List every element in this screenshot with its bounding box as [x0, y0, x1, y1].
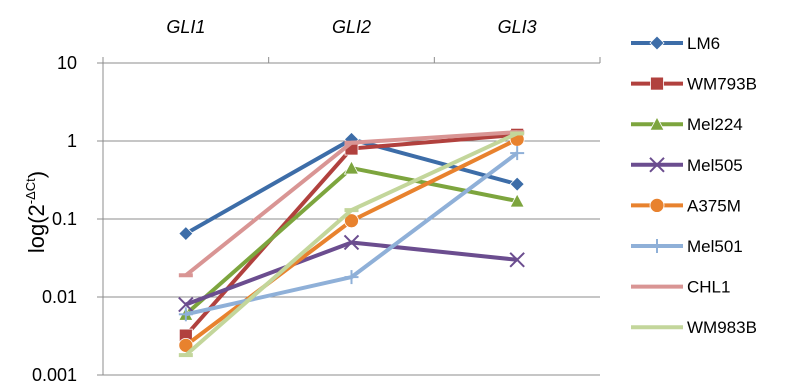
data-point — [343, 234, 360, 251]
y-axis-label: log(2-ΔCt) — [23, 171, 49, 253]
y-tick-label: 0.1 — [52, 209, 77, 229]
y-tick-label: 0.01 — [42, 287, 77, 307]
series-mel501 — [178, 146, 525, 322]
data-point — [650, 239, 664, 253]
data-point — [510, 146, 525, 161]
legend-label: Mel505 — [687, 156, 743, 175]
category-labels: GLI1 GLI2 GLI3 — [166, 17, 536, 37]
legend-item: WM793B — [631, 75, 757, 94]
data-point — [650, 76, 664, 91]
legend-item: A375M — [631, 196, 741, 215]
category-label: GLI2 — [332, 17, 371, 37]
data-point — [649, 116, 665, 131]
y-axis-label-main: log(2 — [24, 204, 49, 253]
data-point — [344, 270, 359, 285]
category-label: GLI1 — [166, 17, 205, 37]
legend-label: Mel501 — [687, 237, 743, 256]
y-tick-label: 1 — [67, 131, 77, 151]
data-point — [178, 337, 194, 353]
data-point — [178, 226, 194, 242]
data-point-stroke — [343, 234, 360, 251]
legend-label: LM6 — [687, 34, 720, 53]
y-tick-labels: 0.001 0.01 0.1 1 10 — [32, 53, 77, 383]
y-axis-label-superscript: -ΔCt — [23, 178, 38, 204]
legend-label: WM983B — [687, 318, 757, 337]
legend-item: Mel501 — [631, 237, 743, 256]
legend-item: Mel224 — [631, 115, 743, 134]
series-mel505 — [178, 234, 525, 313]
y-tick-label: 10 — [57, 53, 77, 73]
data-point — [178, 307, 193, 322]
legend-item: Mel505 — [631, 156, 743, 175]
legend-label: A375M — [687, 196, 741, 215]
legend-item: WM983B — [631, 318, 757, 337]
data-point — [343, 160, 360, 175]
legend: LM6 WM793B Mel224 Mel505 A375M Mel501 CHL1 WM98… — [631, 34, 757, 337]
y-tick-label: 0.001 — [32, 365, 77, 383]
axes — [97, 57, 601, 376]
data-point — [178, 296, 194, 313]
data-point-stroke — [178, 296, 194, 313]
legend-item: CHL1 — [631, 278, 730, 297]
data-point — [649, 157, 665, 173]
legend-label: CHL1 — [687, 278, 730, 297]
data-point — [509, 176, 525, 192]
data-point-stroke — [509, 252, 525, 268]
series-wm983b — [178, 131, 525, 358]
series-group — [178, 127, 525, 358]
data-point — [649, 35, 665, 51]
legend-label: WM793B — [687, 75, 757, 94]
legend-label: Mel224 — [687, 115, 743, 134]
data-point — [509, 252, 525, 268]
data-point — [649, 197, 665, 213]
data-point — [344, 213, 359, 229]
data-point — [509, 193, 525, 208]
y-axis-label-close: ) — [24, 171, 49, 178]
category-label: GLI3 — [498, 17, 537, 37]
legend-item: LM6 — [631, 34, 720, 53]
data-point-stroke — [649, 157, 665, 173]
